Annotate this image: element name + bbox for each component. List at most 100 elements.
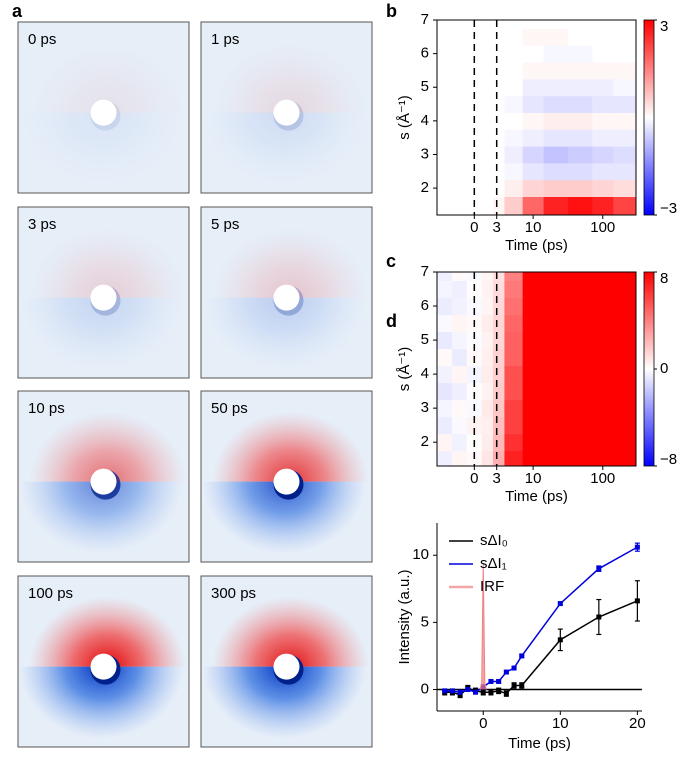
- heatmap-cell: [492, 399, 505, 418]
- pattern: [19, 227, 186, 370]
- diffraction-image: [17, 390, 190, 563]
- heatmap-cell: [504, 45, 524, 63]
- y-tick-label: 7: [421, 11, 429, 28]
- heatmap-cell: [567, 45, 593, 63]
- heatmap-cell: [481, 348, 494, 367]
- heatmap-cell: [567, 365, 593, 384]
- x-axis-label: Time (ps): [508, 735, 571, 752]
- heatmap-cell: [504, 20, 524, 29]
- heatmap-cell: [592, 348, 614, 367]
- heatmap-cell: [437, 162, 453, 181]
- heatmap-cell: [481, 78, 494, 97]
- heatmap-cell: [437, 129, 453, 147]
- heatmap-cell: [522, 433, 545, 452]
- heatmap-cell: [613, 162, 637, 181]
- heatmap-cell: [592, 416, 614, 435]
- y-tick-label: 4: [421, 112, 429, 129]
- heatmap-cell: [522, 416, 545, 435]
- marker: [511, 665, 517, 671]
- x-tick-label: 100: [590, 219, 615, 236]
- heatmap-cell: [466, 331, 483, 350]
- heatmap-cell: [522, 348, 545, 367]
- blue-lobe: [202, 297, 367, 370]
- red-lobe: [29, 411, 186, 482]
- heatmap-cell: [451, 45, 468, 63]
- blue-lobe: [19, 112, 184, 185]
- heatmap-cell: [567, 20, 593, 29]
- red-lobe: [212, 227, 369, 298]
- image-label: 100 ps: [28, 585, 73, 602]
- y-tick-label: 5: [421, 78, 429, 95]
- x-axis-label: Time (ps): [505, 237, 568, 254]
- heatmap-cell: [613, 314, 637, 333]
- heatmap-cell: [504, 112, 524, 130]
- blue-lobe: [202, 112, 367, 185]
- heatmap-cell: [504, 28, 524, 46]
- y-tick-label: 6: [421, 45, 429, 62]
- pattern: [19, 596, 186, 739]
- heatmap-cell: [437, 112, 453, 130]
- heatmap-cell: [492, 297, 505, 316]
- heatmap-cell: [481, 280, 494, 299]
- heatmap-cell: [522, 95, 545, 113]
- heatmap-cell: [504, 450, 524, 467]
- heatmap-cell: [437, 280, 453, 299]
- heatmap-cell: [437, 433, 453, 452]
- colorbar-tick-label: 8: [660, 270, 668, 287]
- heatmap-cell: [613, 297, 637, 316]
- heatmap-cell: [543, 129, 569, 147]
- heatmap-cell: [592, 179, 614, 198]
- heatmap-cell: [592, 382, 614, 401]
- heatmap-cell: [492, 162, 505, 181]
- heatmap-cell: [481, 62, 494, 80]
- panel-label: d: [386, 311, 397, 331]
- heatmap-cell: [492, 272, 505, 282]
- heatmap-cell: [451, 399, 468, 418]
- heatmap-cell: [567, 179, 593, 198]
- image-frame: [17, 390, 190, 563]
- diffraction-image: [200, 21, 373, 194]
- heatmap-cell: [592, 95, 614, 113]
- heatmap-cell: [437, 179, 453, 198]
- x-tick-label: 20: [629, 715, 646, 732]
- x-tick-label: 10: [525, 470, 542, 487]
- beam-block: [273, 99, 300, 126]
- heatmap-cell: [567, 433, 593, 452]
- heatmap-cell: [481, 95, 494, 113]
- beam-block: [273, 468, 300, 495]
- heatmap-cell: [504, 433, 524, 452]
- heatmap-cell: [592, 146, 614, 164]
- marker: [503, 691, 509, 697]
- heatmap-cell: [451, 348, 468, 367]
- heatmap-cell: [481, 433, 494, 452]
- heatmap-cell: [451, 297, 468, 316]
- heatmap-cell: [567, 450, 593, 467]
- heatmap-cell: [613, 280, 637, 299]
- heatmap-cell: [481, 314, 494, 333]
- heatmap-cell: [481, 20, 494, 29]
- heatmap-cell: [504, 146, 524, 164]
- marker: [557, 637, 563, 643]
- heatmap-cell: [592, 45, 614, 63]
- heatmap-cell: [592, 78, 614, 97]
- heatmap-cell: [613, 450, 637, 467]
- heatmap-cell: [451, 28, 468, 46]
- beam-block: [273, 653, 300, 680]
- heatmap-cell: [567, 382, 593, 401]
- heatmap-cell: [451, 129, 468, 147]
- heatmap-cell: [504, 280, 524, 299]
- heatmap-cell: [504, 78, 524, 97]
- heatmap-cell: [567, 399, 593, 418]
- heatmap-cell: [543, 179, 569, 198]
- heatmap-cell: [613, 365, 637, 384]
- heatmap-cell: [543, 95, 569, 113]
- heatmap-cell: [481, 416, 494, 435]
- heatmap-cell: [451, 331, 468, 350]
- x-tick-label: 0: [479, 715, 487, 732]
- heatmap-cell: [522, 399, 545, 418]
- image-label: 300 ps: [211, 585, 256, 602]
- heatmap-cell: [613, 196, 637, 216]
- heatmap-cell: [451, 280, 468, 299]
- heatmap-cell: [543, 297, 569, 316]
